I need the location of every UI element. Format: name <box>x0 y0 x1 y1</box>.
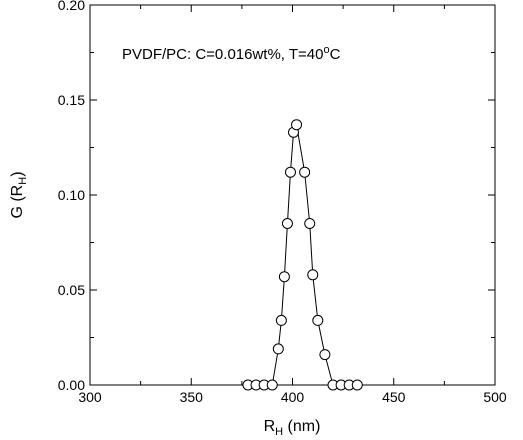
series-line <box>247 122 358 386</box>
y-tick-label: 0.15 <box>58 92 85 108</box>
y-tick-labels: 0.00 0.05 0.10 0.15 0.20 <box>58 0 85 393</box>
data-point <box>278 271 290 283</box>
data-point <box>304 218 316 229</box>
y-tick-label: 0.00 <box>58 377 85 393</box>
data-point <box>272 343 284 355</box>
chart-annotation: PVDF/PC: C=0.016wt%, T=40oC <box>122 44 341 63</box>
y-axis-title: G (RH) <box>9 171 29 218</box>
y-tick-label: 0.10 <box>58 187 85 203</box>
data-point <box>275 314 287 326</box>
data-point <box>291 119 303 131</box>
x-axis-title: RH (nm) <box>264 418 321 438</box>
data-point <box>351 379 363 391</box>
data-point <box>307 269 319 281</box>
data-point <box>312 314 324 326</box>
x-tick-label: 500 <box>483 389 507 405</box>
y-tick-label: 0.05 <box>58 282 85 298</box>
data-point <box>281 218 293 229</box>
axis-ticks <box>89 4 496 386</box>
x-tick-label: 450 <box>382 389 406 405</box>
series-markers <box>242 119 363 391</box>
x-tick-label: 300 <box>78 389 102 405</box>
data-point <box>284 166 296 178</box>
x-tick-labels: 300 350 400 450 500 <box>78 389 507 405</box>
data-point <box>319 349 331 361</box>
x-tick-label: 350 <box>180 389 204 405</box>
data-point <box>266 379 278 391</box>
y-tick-label: 0.20 <box>58 0 85 13</box>
data-point <box>299 166 311 178</box>
x-tick-label: 400 <box>281 389 305 405</box>
